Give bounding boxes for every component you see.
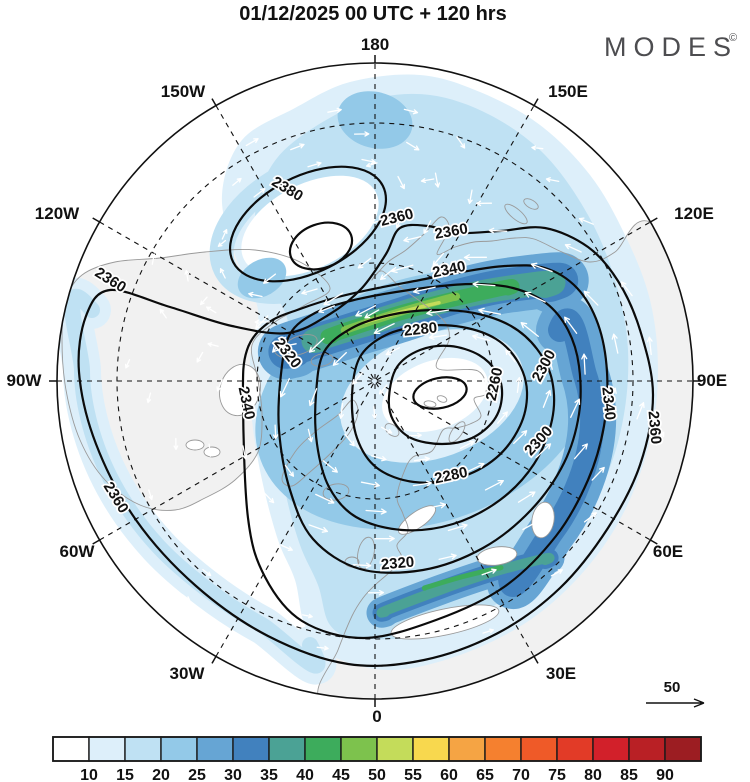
colorbar-cell xyxy=(412,736,450,762)
longitude-label-90E: 90E xyxy=(697,371,727,390)
longitude-label-150E: 150E xyxy=(548,82,588,101)
longitude-label-30W: 30W xyxy=(170,664,206,683)
colorbar-tick-label: 70 xyxy=(512,767,530,782)
colorbar-cell xyxy=(556,736,594,762)
colorbar-cell xyxy=(52,736,90,762)
colorbar-cell xyxy=(124,736,162,762)
contour-label-2280: 2280 xyxy=(403,319,438,339)
modes-logo: MODES © xyxy=(604,32,738,62)
colorbar-cell xyxy=(268,736,306,762)
chart-title: 01/12/2025 00 UTC + 120 hrs xyxy=(239,3,506,25)
wind-reference: 50 xyxy=(646,679,705,708)
contour-label-2340: 2340 xyxy=(598,386,618,421)
colorbar-tick-label: 45 xyxy=(332,767,350,782)
colorbar-cell xyxy=(664,736,702,762)
longitude-label-120W: 120W xyxy=(35,204,80,223)
colorbar-tick-label: 30 xyxy=(224,767,242,782)
colorbar-tick-label: 60 xyxy=(440,767,458,782)
longitude-label-0: 0 xyxy=(372,707,381,726)
colorbar-tick-label: 65 xyxy=(476,767,494,782)
contour-label-2320: 2320 xyxy=(380,554,415,574)
contour-label-2360: 2360 xyxy=(645,410,665,445)
colorbar-cell xyxy=(520,736,558,762)
longitude-label-90W: 90W xyxy=(7,371,43,390)
colorbar-cell xyxy=(376,736,414,762)
wind-reference-value: 50 xyxy=(664,679,681,696)
colorbar-tick-label: 10 xyxy=(80,767,98,782)
graticule xyxy=(57,63,693,699)
colorbar-tick-label: 50 xyxy=(368,767,386,782)
colorbar-cell xyxy=(88,736,126,762)
colorbar-cell xyxy=(232,736,270,762)
colorbar-tick-label: 85 xyxy=(620,767,638,782)
longitude-label-120E: 120E xyxy=(674,204,714,223)
longitude-label-60W: 60W xyxy=(60,542,96,561)
colorbar-tick-label: 55 xyxy=(404,767,422,782)
map-interior: 2380236023602360236023602340234023402320… xyxy=(57,63,693,699)
colorbar-tick-label: 75 xyxy=(548,767,566,782)
colorbar-tick-label: 80 xyxy=(584,767,602,782)
longitude-labels: 180 150W 150E 120W 120E 90W 90E 60W 60E 30W 30E 0 xyxy=(7,35,728,726)
longitude-label-180: 180 xyxy=(361,35,389,54)
brand-name: MODES xyxy=(604,32,738,62)
colorbar-cell xyxy=(196,736,234,762)
colorbar-cell xyxy=(628,736,666,762)
colorbar-legend: 10 15 20 25 30 35 40 45 50 55 60 65 70 75 80 85 90 xyxy=(52,736,702,782)
wind-reference-arrow-icon xyxy=(646,698,705,708)
colorbar-tick-label: 40 xyxy=(296,767,314,782)
wind-vector-arrows xyxy=(112,107,665,651)
colorbar-cell xyxy=(160,736,198,762)
colorbar-cell xyxy=(484,736,522,762)
colorbar-tick-label: 20 xyxy=(152,767,170,782)
longitude-label-30E: 30E xyxy=(546,664,576,683)
colorbar-tick-label: 15 xyxy=(116,767,134,782)
longitude-label-150W: 150W xyxy=(161,82,206,101)
colorbar-cell xyxy=(592,736,630,762)
colorbar-tick-label: 35 xyxy=(260,767,278,782)
colorbar-cell xyxy=(340,736,378,762)
copyright-icon: © xyxy=(729,32,737,44)
colorbar-tick-label: 90 xyxy=(656,767,674,782)
boundary-ticks xyxy=(49,55,701,707)
longitude-label-60E: 60E xyxy=(653,542,683,561)
colorbar-cell xyxy=(448,736,486,762)
colorbar-cell xyxy=(304,736,342,762)
colorbar-tick-label: 25 xyxy=(188,767,206,782)
